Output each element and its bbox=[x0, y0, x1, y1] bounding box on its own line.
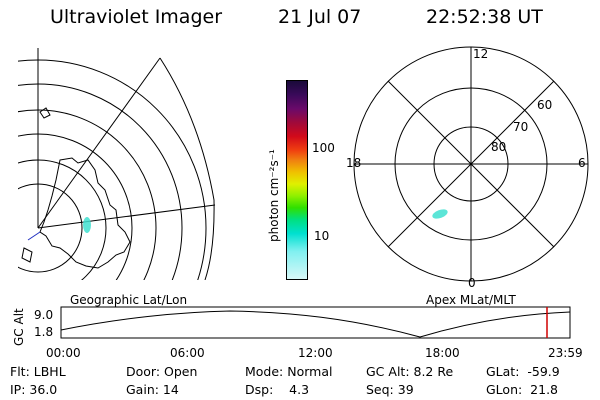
door-info: Door: Open bbox=[126, 364, 198, 379]
gain-info: Gain: 14 bbox=[126, 382, 179, 397]
seq-info: Seq: 39 bbox=[366, 382, 414, 397]
dsp-info: Dsp: 4.3 bbox=[245, 382, 310, 397]
lat-label-70: 70 bbox=[513, 120, 529, 134]
polar-panel-label: Apex MLat/MLT bbox=[426, 293, 516, 307]
colorbar-tick-100: 100 bbox=[312, 141, 335, 155]
timeline-x-tick: 06:00 bbox=[170, 346, 205, 360]
ip-info: IP: 36.0 bbox=[10, 382, 58, 397]
time-label: 22:52:38 UT bbox=[426, 6, 543, 28]
timeline-y-tick-min: 1.8 bbox=[34, 325, 54, 339]
mlt-label-12: 12 bbox=[473, 47, 489, 61]
filter-info: Flt: LBHL bbox=[10, 364, 66, 379]
coastline bbox=[21, 247, 33, 263]
mlt-label-0: 0 bbox=[468, 276, 476, 290]
meridian-line bbox=[37, 57, 161, 229]
aurora-spot bbox=[83, 217, 91, 233]
timeline-x-tick: 00:00 bbox=[46, 346, 81, 360]
aurora-spot bbox=[432, 209, 448, 219]
geographic-panel-label: Geographic Lat/Lon bbox=[70, 293, 188, 307]
mlt-axis-diagonal bbox=[387, 80, 555, 248]
gc-alt-info: GC Alt: 8.2 Re bbox=[366, 364, 454, 379]
lat-label-60: 60 bbox=[537, 98, 553, 112]
instrument-title: Ultraviolet Imager bbox=[50, 6, 223, 28]
timeline-y-tick-max: 9.0 bbox=[34, 308, 54, 322]
timeline-x-tick: 18:00 bbox=[425, 346, 460, 360]
date-label: 21 Jul 07 bbox=[278, 6, 362, 28]
coastline bbox=[39, 107, 51, 119]
glon-info: GLon: 21.8 bbox=[486, 382, 558, 397]
lat-label-80: 80 bbox=[491, 140, 507, 154]
timeline-x-tick: 23:59 bbox=[548, 346, 583, 360]
track-line bbox=[27, 231, 41, 241]
coastline bbox=[39, 157, 131, 269]
colorbar-tick-10: 10 bbox=[314, 229, 330, 243]
meridian-line bbox=[159, 57, 215, 280]
glat-info: GLat: -59.9 bbox=[486, 364, 560, 379]
mlt-label-6: 6 bbox=[578, 156, 586, 170]
mode-info: Mode: Normal bbox=[245, 364, 333, 379]
timeline-x-tick: 12:00 bbox=[298, 346, 333, 360]
colorbar bbox=[286, 80, 308, 280]
timeline-frame bbox=[60, 306, 571, 339]
mlt-label-18: 18 bbox=[346, 156, 362, 170]
meridian-line bbox=[37, 204, 216, 229]
altitude-curve bbox=[60, 310, 571, 338]
